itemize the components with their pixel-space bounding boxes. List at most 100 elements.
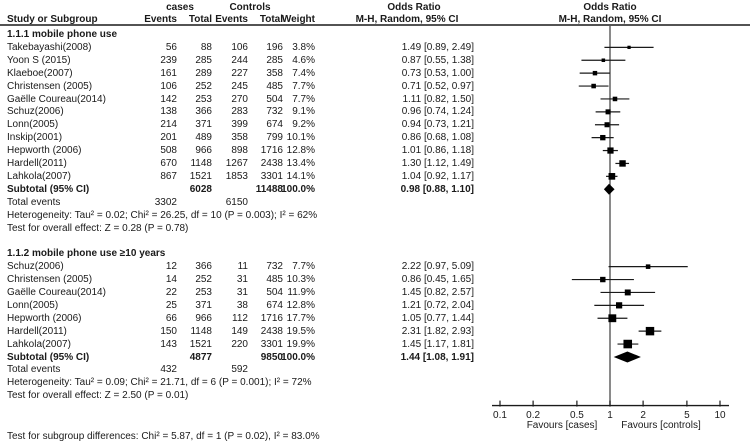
cases-events-cell: 12: [165, 261, 177, 273]
controls-total-cell: 9850: [260, 351, 283, 363]
cases-total-cell: 371: [195, 119, 212, 131]
cases-events-cell: 508: [160, 145, 177, 157]
study-column-header: Study or Subgroup: [7, 14, 98, 25]
weight-cell: 7.4%: [292, 67, 315, 79]
study-row: Lonn(2005) 214 371 399 674 9.2% 0.94 [0.73, 1.…: [0, 118, 750, 131]
cases-events-cell: 239: [160, 54, 177, 66]
ci-text-cell: 1.30 [1.12, 1.49]: [401, 158, 474, 169]
subtotal-row: Subtotal (95% CI) 4877 9850 100.0% 1.44 [1.0…: [0, 351, 750, 364]
cases-total-cell: 1521: [189, 338, 212, 350]
weight-cell: 9.2%: [292, 119, 315, 131]
study-label: Subtotal (95% CI): [7, 183, 90, 195]
ci-text-cell: 1.05 [0.77, 1.44]: [401, 312, 474, 324]
ci-text-cell: 1.45 [1.17, 1.81]: [401, 338, 474, 350]
cases-total-cell: 371: [195, 299, 212, 311]
cases-total-cell: 1148: [190, 325, 212, 337]
cases-group-header: cases: [166, 2, 194, 13]
ci-text-cell: 2.22 [0.97, 5.09]: [401, 261, 474, 273]
controls-group-header: Controls: [229, 2, 271, 13]
axis-tick-label: 1: [607, 409, 613, 421]
totalevents-row: Total events 432 592: [0, 363, 750, 376]
section-row: 1.1.1 mobile phone use: [0, 28, 750, 41]
controls-total-header: Total: [259, 14, 283, 25]
controls-total-cell: 3301: [260, 170, 283, 182]
ci-text-cell: 1.21 [0.72, 2.04]: [401, 299, 474, 311]
controls-total-cell: 196: [266, 41, 283, 53]
study-label: Yoon S (2015): [7, 54, 71, 66]
controls-total-cell: 285: [266, 54, 283, 66]
weight-cell: 19.5%: [286, 325, 315, 337]
controls-events-cell: 283: [231, 106, 248, 118]
ci-text-cell: 1.45 [0.82, 2.57]: [401, 287, 474, 298]
weight-cell: 17.7%: [286, 312, 315, 324]
controls-events-cell: 399: [231, 119, 248, 131]
subtotal-row: Subtotal (95% CI) 6028 11488 100.0% 0.98 [0.…: [0, 183, 750, 196]
study-label: Hardell(2011): [7, 158, 67, 169]
study-row: Lahkola(2007) 143 1521 220 3301 19.9% 1.45 [1.…: [0, 338, 750, 351]
controls-total-cell: 1716: [260, 312, 283, 324]
study-label: Heterogeneity: Tau² = 0.09; Chi² = 21.71…: [7, 377, 312, 389]
study-row: Takebayashi(2008) 56 88 106 196 3.8% 1.49 [0.8…: [0, 41, 750, 54]
controls-events-cell: 245: [231, 80, 248, 92]
cases-events-cell: 66: [165, 312, 177, 324]
study-label: Lonn(2005): [7, 299, 59, 311]
axis-tick-label: 0.2: [526, 409, 541, 421]
controls-events-cell: 592: [231, 364, 248, 376]
study-label: Christensen (2005): [7, 274, 93, 286]
weight-cell: 9.1%: [292, 106, 315, 118]
weight-cell: 7.7%: [292, 261, 315, 273]
weight-cell: 4.6%: [292, 54, 315, 66]
controls-events-cell: 112: [232, 312, 248, 324]
controls-events-cell: 270: [231, 93, 248, 105]
ci-text-cell: 1.44 [1.08, 1.91]: [400, 351, 474, 363]
axis-tick-label: 2: [640, 409, 646, 421]
study-label: Lonn(2005): [7, 119, 59, 131]
cases-total-cell: 252: [195, 80, 212, 92]
controls-events-cell: 220: [231, 338, 248, 350]
weight-cell: 19.9%: [286, 338, 315, 350]
study-row: Lonn(2005) 25 371 38 674 12.8% 1.21 [0.72, 2.0…: [0, 299, 750, 312]
cases-events-cell: 143: [160, 338, 177, 350]
or-column-title: Odds Ratio: [387, 2, 441, 13]
cases-total-cell: 285: [195, 54, 212, 66]
controls-events-cell: 1853: [225, 170, 248, 182]
axis-tick-label: 0.1: [493, 409, 507, 421]
cases-total-cell: 366: [195, 261, 212, 273]
cases-events-header: Events: [144, 14, 177, 25]
plot-column-title: Odds Ratio: [583, 2, 637, 13]
weight-cell: 14.1%: [286, 170, 315, 182]
study-label: Total events: [7, 196, 61, 208]
study-label: Gaëlle Coureau(2014): [7, 287, 106, 298]
study-row: Schuz(2006) 138 366 283 732 9.1% 0.96 [0.74, 1…: [0, 105, 750, 118]
cases-total-cell: 1148: [190, 158, 212, 169]
study-row: Hardell(2011) 150 1148 149 2438 19.5% 2.31 [1.…: [0, 325, 750, 338]
controls-events-cell: 6150: [225, 196, 248, 208]
study-label: Heterogeneity: Tau² = 0.02; Chi² = 26.25…: [7, 209, 318, 221]
cases-events-cell: 214: [160, 119, 177, 131]
study-row: Gaëlle Coureau(2014) 142 253 270 504 7.7% 1.11…: [0, 93, 750, 106]
study-row: Hepworth (2006) 66 966 112 1716 17.7% 1.05 [0.…: [0, 312, 750, 325]
cases-events-cell: 25: [165, 299, 177, 311]
plot-column-subtitle: M-H, Random, 95% CI: [558, 14, 662, 25]
controls-total-cell: 1716: [260, 145, 283, 157]
controls-events-cell: 149: [231, 325, 248, 337]
cases-total-cell: 6028: [189, 183, 212, 195]
cases-events-cell: 867: [160, 170, 177, 182]
ci-text-cell: 0.96 [0.74, 1.24]: [401, 106, 474, 118]
cases-events-cell: 142: [160, 93, 177, 105]
controls-total-cell: 485: [266, 274, 283, 286]
cases-events-cell: 150: [160, 325, 177, 337]
controls-total-cell: 674: [266, 119, 283, 131]
study-row: Schuz(2006) 12 366 11 732 7.7% 2.22 [0.97, 5.0…: [0, 260, 750, 273]
weight-cell: 100.0%: [281, 351, 315, 363]
favours-left-label: Favours [cases]: [526, 420, 598, 432]
weight-cell: 10.3%: [286, 274, 315, 286]
cases-total-cell: 966: [195, 145, 212, 157]
cases-events-cell: 3302: [154, 196, 177, 208]
study-label: Klaeboe(2007): [7, 67, 73, 79]
study-label: Total events: [7, 364, 61, 376]
study-label: Inskip(2001): [7, 132, 63, 144]
study-row: Inskip(2001) 201 489 358 799 10.1% 0.86 [0.68,…: [0, 131, 750, 144]
study-label: Christensen (2005): [7, 80, 93, 92]
